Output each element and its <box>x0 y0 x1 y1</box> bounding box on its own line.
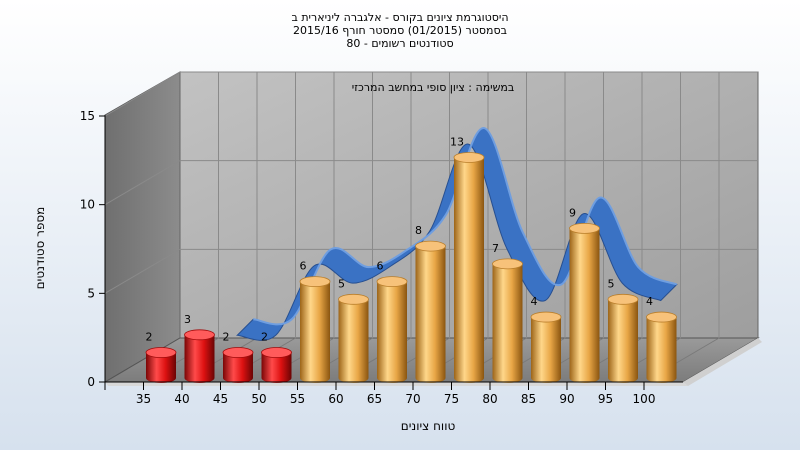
bar-70 <box>415 240 446 383</box>
y-tick-label: 15 <box>80 109 95 123</box>
grid-line-side <box>104 160 181 206</box>
bar-value-label: 2 <box>223 331 230 344</box>
x-tick-label: 80 <box>482 392 497 406</box>
bar-80 <box>492 258 523 383</box>
x-tick-label: 55 <box>290 392 305 406</box>
x-tick-label: 40 <box>174 392 189 406</box>
bar-40 <box>184 329 215 383</box>
bar-65 <box>376 276 408 383</box>
bar-top <box>646 311 677 323</box>
bar-body <box>454 157 484 383</box>
bar-value-label: 8 <box>415 224 422 237</box>
bar-value-label: 7 <box>492 242 499 255</box>
bar-top <box>453 152 485 163</box>
y-tick-label: 0 <box>87 375 95 389</box>
bar-value-label: 2 <box>261 331 268 344</box>
bar-35 <box>145 347 177 383</box>
bar-55 <box>299 276 331 383</box>
distribution-curve-highlight <box>253 127 678 326</box>
chart-title-line-3: סטודנטים רשומים - 80 <box>346 37 453 50</box>
x-tick-label: 100 <box>633 392 656 406</box>
x-tick-label: 95 <box>598 392 613 406</box>
x-tick-label: 45 <box>213 392 228 406</box>
bar-value-label: 6 <box>300 260 307 273</box>
x-tick-label: 65 <box>367 392 382 406</box>
bar-body <box>338 299 369 383</box>
bar-top <box>569 222 600 234</box>
bar-top <box>376 276 408 288</box>
bar-labels-group: 2 3 2 2 6 5 6 8 13 7 4 9 5 4 <box>146 135 654 343</box>
bar-value-label: 4 <box>531 295 538 308</box>
bar-top <box>261 347 292 358</box>
bar-body <box>377 281 407 383</box>
bar-value-label: 9 <box>569 206 576 219</box>
bar-body <box>146 352 176 383</box>
bar-body <box>569 228 600 383</box>
grid-line-side <box>104 71 181 117</box>
floor-edge-right <box>683 338 762 386</box>
bar-body <box>300 281 330 383</box>
grid-line-side <box>104 248 181 294</box>
bar-75 <box>453 152 485 383</box>
bar-body <box>608 299 638 383</box>
bar-60 <box>338 293 369 383</box>
x-tick-label: 90 <box>559 392 574 406</box>
bar-body <box>261 352 292 383</box>
bar-value-label: 5 <box>338 277 345 290</box>
bar-value-label: 6 <box>377 260 384 273</box>
bar-body <box>184 334 215 383</box>
bar-value-label: 13 <box>450 135 464 148</box>
bar-top <box>492 258 523 270</box>
y-axis-ticks: 0 5 10 15 <box>80 109 105 389</box>
bar-value-label: 5 <box>608 277 615 290</box>
x-axis-label: טווח ציונים <box>401 419 456 433</box>
bar-top <box>145 347 177 358</box>
x-tick-label: 70 <box>405 392 420 406</box>
y-tick-label: 5 <box>87 286 95 300</box>
x-tick-label: 35 <box>136 392 151 406</box>
bar-body <box>646 317 677 383</box>
bar-top <box>530 311 562 323</box>
chart-title-line-1: היסטוגרמת ציונים בקורס - אלגברה ליניארית… <box>291 11 508 24</box>
bar-45 <box>222 347 254 383</box>
bar-body <box>223 352 253 383</box>
x-tick-label: 60 <box>328 392 343 406</box>
bar-95 <box>607 293 639 383</box>
chart-title-line-2: בסמסטר (01/2015) סמסטר חורף 2015/16 <box>293 24 507 37</box>
y-axis-label: מספר סטודנטים <box>33 207 47 290</box>
floor-edge-front <box>105 382 688 386</box>
chart-subtitle: במשימה : ציון סופי במחשב המרכזי <box>352 81 515 94</box>
bar-90 <box>569 222 600 383</box>
x-tick-label: 85 <box>521 392 536 406</box>
x-axis-ticks: 35 40 45 50 55 60 65 70 75 80 85 90 95 100 <box>104 382 656 406</box>
bar-top <box>299 276 331 288</box>
bars-group <box>145 152 677 383</box>
bar-body <box>492 263 523 383</box>
bar-top <box>222 347 254 358</box>
bar-100 <box>646 311 677 383</box>
bar-85 <box>530 311 562 383</box>
bar-body <box>415 246 446 383</box>
bar-50 <box>261 347 292 383</box>
x-tick-label: 75 <box>444 392 459 406</box>
left-wall <box>104 71 181 383</box>
bar-top <box>184 329 215 341</box>
y-tick-label: 10 <box>80 198 95 212</box>
x-tick-label: 50 <box>251 392 266 406</box>
bar-top <box>607 293 639 305</box>
bar-value-label: 2 <box>146 331 153 344</box>
bar-top <box>415 240 446 252</box>
bar-value-label: 4 <box>646 295 653 308</box>
bar-value-label: 3 <box>184 313 191 326</box>
bar-top <box>338 293 369 305</box>
bar-body <box>531 317 561 383</box>
